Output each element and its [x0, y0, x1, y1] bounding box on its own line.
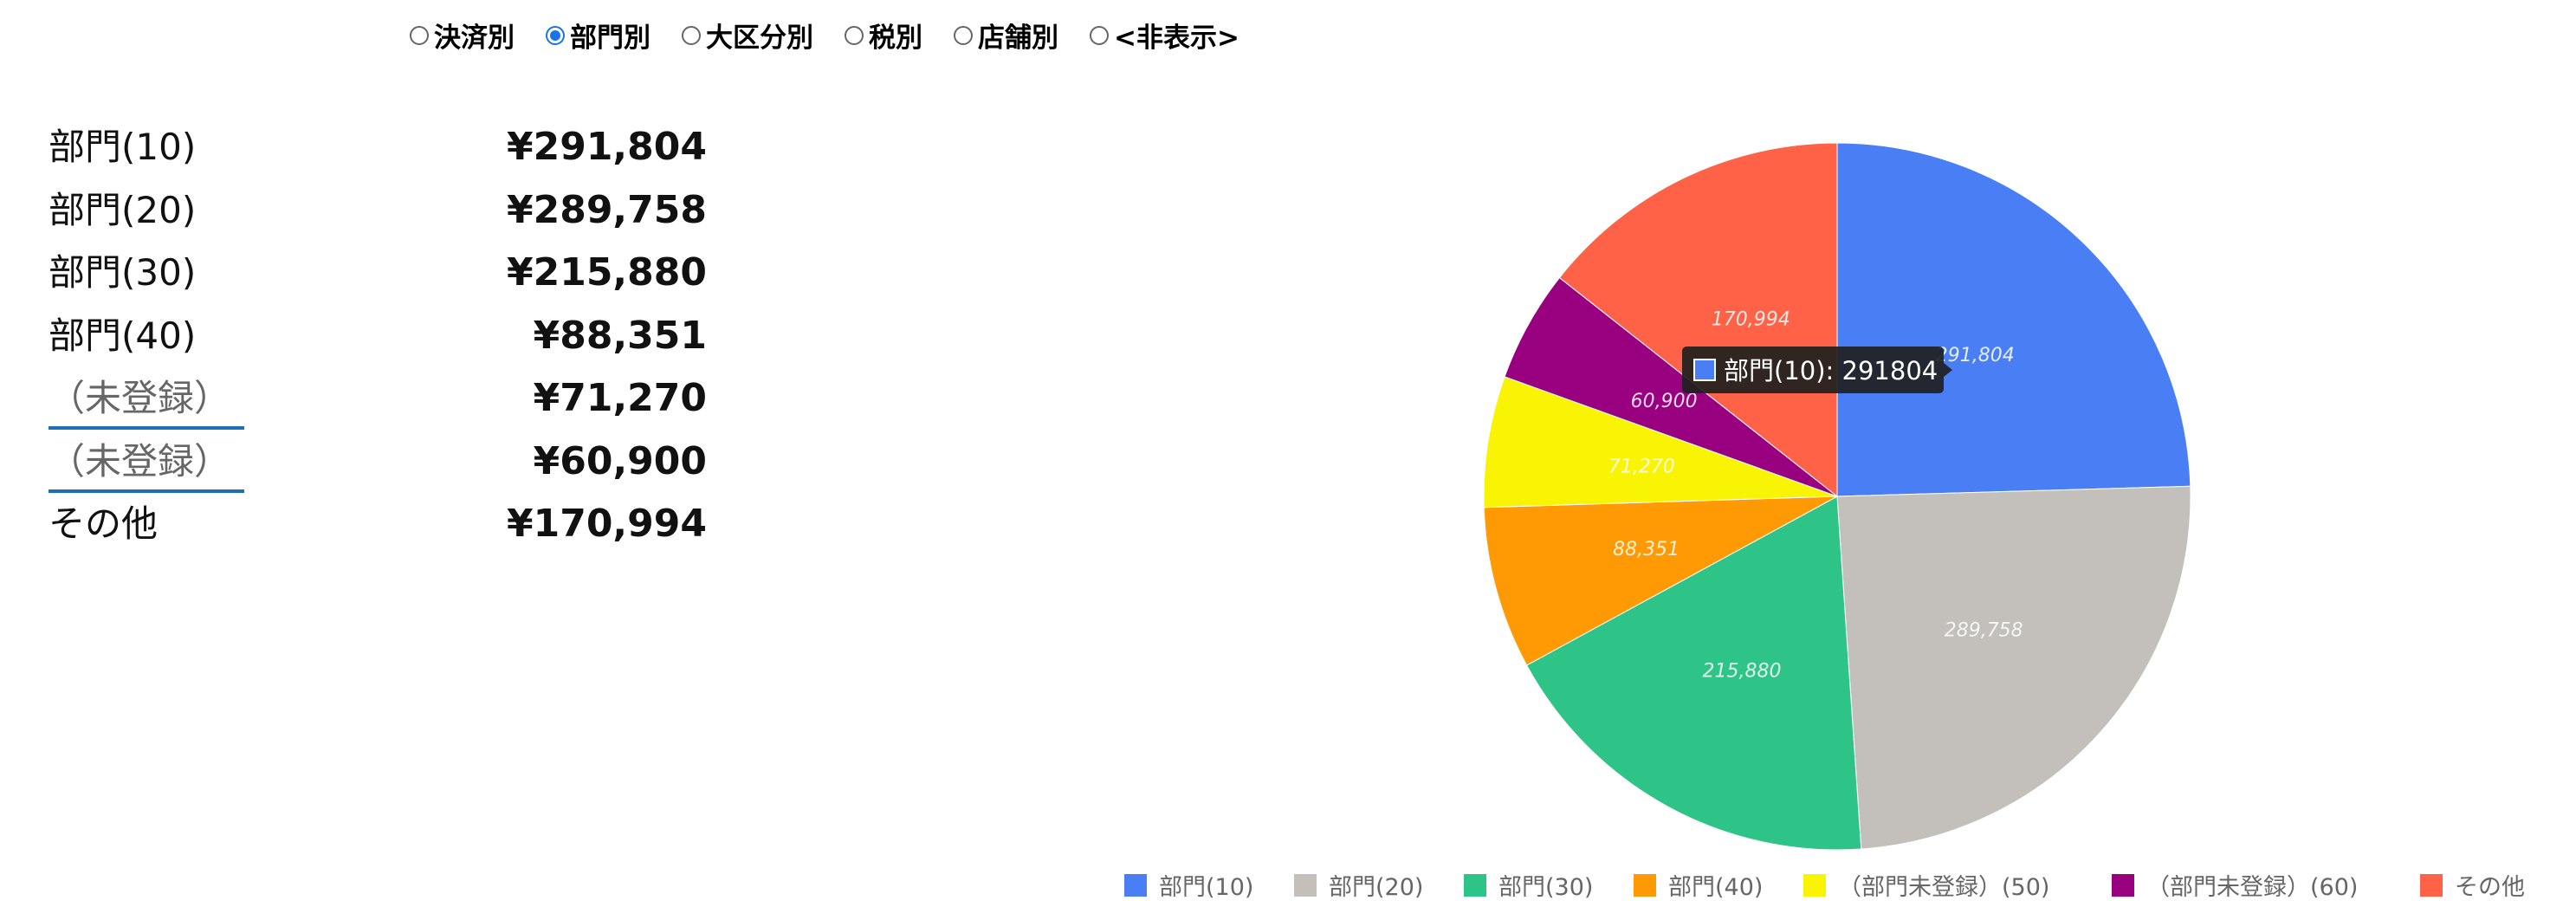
radio-button[interactable] [1090, 25, 1110, 45]
summary-label-link[interactable]: （未登録） [49, 373, 244, 430]
view-option-label: 部門別 [570, 23, 651, 54]
radio-button[interactable] [682, 25, 702, 45]
pie-slice[interactable] [1483, 496, 1838, 666]
legend-item[interactable]: 部門(10) [1124, 874, 1253, 901]
legend-label: （部門未登録）(50) [1838, 874, 2049, 901]
summary-label-link[interactable]: （未登録） [49, 436, 244, 493]
summary-value: ¥289,758 [506, 187, 707, 232]
legend-swatch [1294, 874, 1317, 897]
legend-swatch [1803, 874, 1826, 897]
summary-label: 部門(20) [49, 188, 197, 231]
summary-value: ¥215,880 [506, 250, 707, 295]
legend-label: （部門未登録）(60) [2146, 874, 2358, 901]
view-option-label: 税別 [869, 23, 923, 54]
legend-swatch [2112, 874, 2134, 897]
summary-row: 部門(40) ¥88,351 [49, 310, 707, 373]
summary-value: ¥170,994 [506, 502, 707, 546]
summary-value: ¥60,900 [533, 438, 707, 483]
view-option-2[interactable]: 大区分別 [682, 16, 813, 55]
pie-slices [1483, 142, 2191, 851]
summary-row: 部門(30) ¥215,880 [49, 247, 707, 310]
legend-label: 部門(40) [1668, 874, 1763, 901]
summary-value: ¥71,270 [533, 376, 707, 420]
view-selector: 決済別 部門別 大区分別 税別 店舗別 <非表示> [0, 16, 1680, 55]
pie-slice[interactable] [1836, 142, 2191, 497]
summary-label: その他 [49, 502, 159, 545]
radio-button[interactable] [954, 25, 974, 45]
summary-value: ¥88,351 [533, 313, 707, 358]
view-option-1[interactable]: 部門別 [546, 16, 650, 55]
legend-swatch [1464, 874, 1486, 897]
pie-slice[interactable] [1836, 485, 2191, 850]
slice-value-label: 215,880 [1703, 660, 1782, 682]
summary-list: 部門(10) ¥291,804 部門(20) ¥289,758 部門(30) ¥215,8… [49, 121, 707, 561]
summary-label: 部門(30) [49, 251, 197, 294]
legend-label: 部門(30) [1498, 874, 1593, 901]
legend-swatch [1124, 874, 1147, 897]
legend-swatch [2420, 874, 2443, 897]
slice-value-label: 170,994 [1712, 308, 1790, 330]
summary-value: ¥291,804 [506, 125, 707, 169]
slice-value-label: 289,758 [1945, 620, 2023, 642]
legend-item[interactable]: 部門(20) [1294, 874, 1423, 901]
slice-value-label: 71,270 [1608, 456, 1675, 477]
summary-row: その他 ¥170,994 [49, 498, 707, 561]
view-option-3[interactable]: 税別 [845, 16, 922, 55]
summary-label: 部門(10) [49, 126, 197, 168]
pie-slice-labels: 291,804 289,758 215,880 88,351 71,270 60,900 1… [1608, 308, 2023, 682]
legend-item[interactable]: その他 [2420, 874, 2525, 901]
chart-legend: 部門(10) 部門(20) 部門(30) 部門(40) （部門未登録）(50) （部門未登… [1124, 874, 2525, 901]
view-option-5[interactable]: <非表示> [1090, 16, 1239, 55]
legend-label: 部門(10) [1159, 874, 1253, 901]
view-option-label: 決済別 [434, 23, 515, 54]
legend-swatch [1634, 874, 1656, 897]
view-option-0[interactable]: 決済別 [410, 16, 515, 55]
slice-value-label: 60,900 [1631, 391, 1698, 412]
radio-button[interactable] [546, 25, 566, 45]
legend-item[interactable]: 部門(40) [1634, 874, 1763, 901]
legend-label: その他 [2455, 874, 2525, 901]
view-option-label: 店舗別 [978, 23, 1059, 54]
tooltip-background [1682, 347, 1952, 393]
summary-row: 部門(10) ¥291,804 [49, 121, 707, 185]
legend-item[interactable]: 部門(30) [1464, 874, 1593, 901]
chart-tooltip: 部門(10): 291804 [1682, 347, 1952, 393]
legend-item[interactable]: （部門未登録）(60) [2112, 874, 2358, 901]
view-option-label: 大区分別 [706, 23, 814, 54]
summary-row: （未登録） ¥71,270 [49, 373, 707, 436]
slice-value-label: 88,351 [1613, 539, 1680, 560]
view-option-4[interactable]: 店舗別 [954, 16, 1058, 55]
slice-value-label: 291,804 [1936, 345, 2015, 366]
pie-slice[interactable] [1558, 142, 1838, 498]
pie-slice[interactable] [1525, 496, 1862, 851]
legend-label: 部門(20) [1329, 874, 1423, 901]
pie-slice[interactable] [1483, 376, 1838, 509]
tooltip-swatch [1693, 359, 1716, 381]
legend-item[interactable]: （部門未登録）(50) [1803, 874, 2049, 901]
tooltip-text: 部門(10): 291804 [1724, 356, 1938, 385]
view-option-label: <非表示> [1114, 23, 1239, 54]
radio-button[interactable] [410, 25, 430, 45]
summary-row: （未登録） ¥60,900 [49, 436, 707, 499]
summary-label: 部門(40) [49, 314, 197, 357]
radio-button[interactable] [845, 25, 864, 45]
summary-row: 部門(20) ¥289,758 [49, 185, 707, 248]
